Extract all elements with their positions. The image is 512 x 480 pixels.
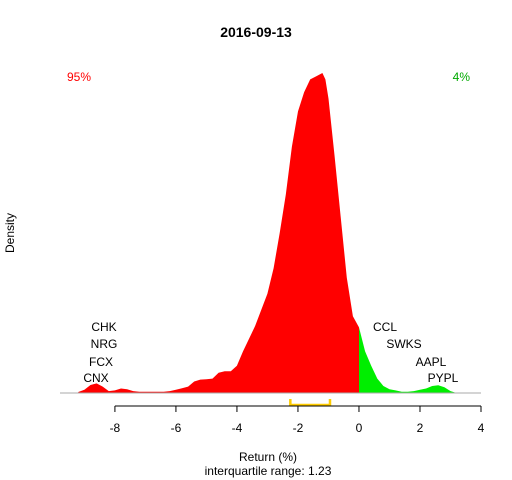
ticker-left-label: FCX <box>89 355 113 369</box>
ticker-right-label: AAPL <box>416 355 447 369</box>
ticker-left-label: CNX <box>83 371 108 385</box>
iqr-bracket <box>289 399 332 407</box>
x-tick-label: -4 <box>232 421 243 435</box>
ticker-right-label: PYPL <box>428 371 459 385</box>
right-percentage: 4% <box>452 70 470 84</box>
ticker-left-label: CHK <box>91 320 116 334</box>
ticker-right-label: CCL <box>373 320 397 334</box>
left-percentage: 95% <box>67 70 92 84</box>
density-area-positive <box>359 327 457 393</box>
x-tick-label: -2 <box>293 421 304 435</box>
ticker-right-label: SWKS <box>386 337 421 351</box>
iqr-label: interquartile range: 1.23 <box>204 464 332 478</box>
chart-title: 2016-09-13 <box>220 24 292 40</box>
x-axis-label: Return (%) <box>238 450 297 464</box>
ticker-left-label: NRG <box>91 337 118 351</box>
x-tick-label: -8 <box>110 421 121 435</box>
x-tick-label: -6 <box>171 421 182 435</box>
x-tick-label: 2 <box>417 421 424 435</box>
density-area-negative <box>78 73 360 393</box>
x-tick-label: 4 <box>478 421 485 435</box>
x-tick-label: 0 <box>356 421 363 435</box>
